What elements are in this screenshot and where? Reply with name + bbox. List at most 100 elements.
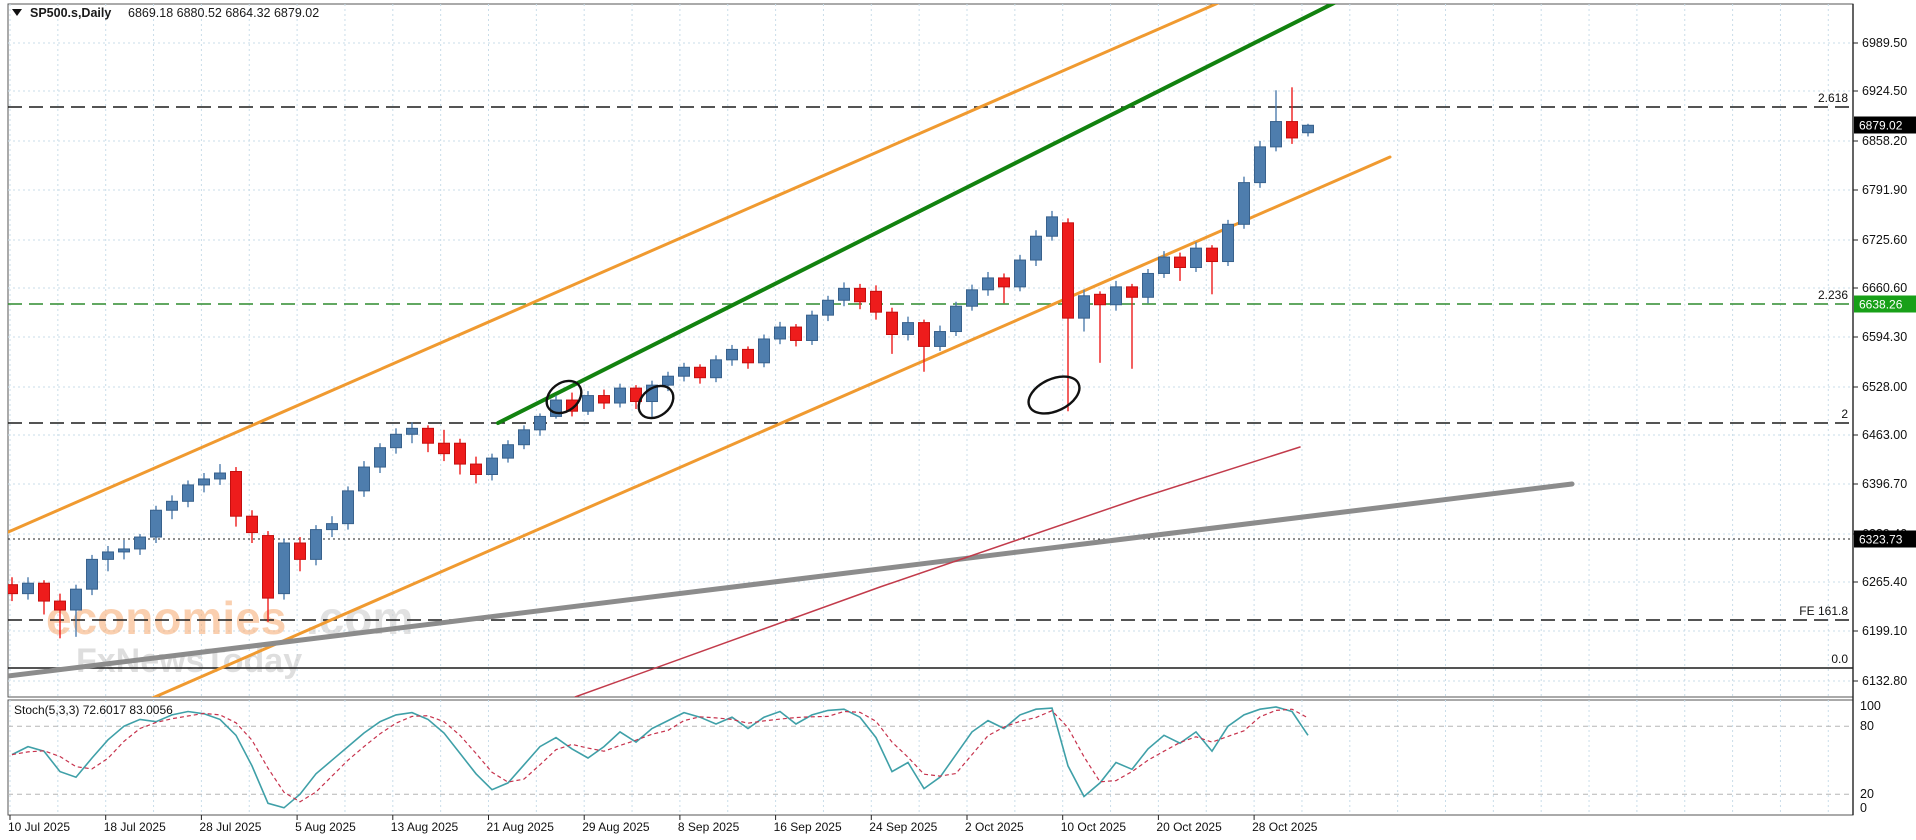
ellipse-annotation[interactable] <box>632 379 679 424</box>
candle-body <box>982 277 994 291</box>
candle-body <box>598 395 610 404</box>
candle-body <box>1270 121 1282 148</box>
candle-body <box>614 387 626 404</box>
candle-body <box>374 447 386 468</box>
candle-body <box>646 384 658 403</box>
candle-body <box>582 395 594 412</box>
date-axis-label: 28 Oct 2025 <box>1252 820 1318 834</box>
date-axis-label: 16 Sep 2025 <box>774 820 842 834</box>
candle-body <box>1110 286 1122 306</box>
price-axis-label: 6396.70 <box>1862 477 1907 491</box>
candle-body <box>294 542 306 560</box>
price-box <box>1854 295 1916 313</box>
red-moving-average[interactable] <box>574 446 1301 697</box>
candle-body <box>886 311 898 336</box>
candle-body <box>1126 286 1138 298</box>
level-label-fib-2: 2 <box>1841 407 1848 421</box>
stochastic-panel[interactable] <box>7 699 1854 816</box>
price-box-label: 6638.26 <box>1859 298 1903 312</box>
candle-body <box>1078 295 1090 319</box>
candle-body <box>182 484 194 502</box>
candle-body <box>1094 293 1106 306</box>
green-trendline[interactable] <box>496 0 1340 425</box>
date-axis-label: 20 Oct 2025 <box>1156 820 1222 834</box>
candle-body <box>1190 247 1202 268</box>
candle-body <box>742 348 754 364</box>
symbol-down-triangle-icon[interactable] <box>12 9 22 16</box>
candle-body <box>310 529 322 560</box>
candle-body <box>918 322 930 347</box>
candle-body <box>1254 146 1266 184</box>
date-axis-label: 28 Jul 2025 <box>199 820 261 834</box>
orange-channel-upper[interactable] <box>0 0 1225 540</box>
candle-body <box>1222 223 1234 263</box>
candle-body <box>38 582 50 602</box>
candle-body <box>470 463 482 475</box>
candle-body <box>950 305 962 333</box>
candle-body <box>550 399 562 417</box>
date-axis-label: 13 Aug 2025 <box>391 820 459 834</box>
candle-body <box>902 322 914 336</box>
candle-body <box>630 387 642 403</box>
ellipse-annotation[interactable] <box>540 374 587 419</box>
stoch-axis-label: 20 <box>1860 787 1874 801</box>
candle-body <box>326 523 338 531</box>
candle-body <box>166 500 178 511</box>
date-axis-label: 24 Sep 2025 <box>869 820 937 834</box>
level-label-fib-2618: 2.618 <box>1818 91 1848 105</box>
stoch-axis-label: 80 <box>1860 719 1874 733</box>
date-axis-label: 21 Aug 2025 <box>487 820 555 834</box>
candle-body <box>1158 256 1170 274</box>
candle-body <box>1206 247 1218 263</box>
price-box-label: 6879.02 <box>1859 119 1903 133</box>
candle-body <box>134 536 146 550</box>
candle-body <box>358 466 370 492</box>
candle-body <box>566 399 578 412</box>
candle-body <box>534 415 546 431</box>
price-axis-label: 6660.60 <box>1862 281 1907 295</box>
price-axis-label: 6528.00 <box>1862 380 1907 394</box>
candle-body <box>806 314 818 341</box>
candle-body <box>726 348 738 361</box>
candle-body <box>1030 235 1042 261</box>
candle-body <box>502 444 514 459</box>
price-axis-label: 6199.10 <box>1862 624 1907 638</box>
candle-body <box>70 588 82 611</box>
price-axis-label: 6132.80 <box>1862 674 1907 688</box>
stoch-axis-label: 0 <box>1860 801 1867 815</box>
price-axis-label: 6858.20 <box>1862 134 1907 148</box>
gray-trendline[interactable] <box>0 481 1575 679</box>
main-chart-panel[interactable] <box>7 3 1854 698</box>
level-label-fib-2236: 2.236 <box>1818 288 1848 302</box>
stochastic-k-line <box>11 706 1309 809</box>
candle-body <box>870 290 882 313</box>
candle-body <box>438 442 450 455</box>
stochastic-d-line <box>11 708 1309 803</box>
chart-title-ohlc: 6869.18 6880.52 6864.32 6879.02 <box>128 6 319 20</box>
price-axis-label: 6725.60 <box>1862 233 1907 247</box>
candle-body <box>694 366 706 379</box>
orange-channel-lower[interactable] <box>148 155 1392 700</box>
candle-body <box>1302 124 1314 134</box>
price-axis-label: 6265.40 <box>1862 575 1907 589</box>
ellipse-annotation[interactable] <box>1023 369 1085 421</box>
candle-body <box>22 582 34 595</box>
candle-body <box>1046 216 1058 237</box>
date-axis-label: 10 Jul 2025 <box>8 820 70 834</box>
candle-body <box>790 326 802 341</box>
candle-body <box>454 442 466 465</box>
stoch-axis-label: 100 <box>1860 699 1881 713</box>
candle-body <box>854 287 866 303</box>
candle-body <box>1286 121 1298 139</box>
candle-body <box>966 289 978 307</box>
candle-body <box>214 472 226 480</box>
candle-body <box>1142 272 1154 298</box>
stochastic-indicator-label: Stoch(5,3,3) 72.6017 83.0056 <box>14 703 173 717</box>
date-axis-label: 2 Oct 2025 <box>965 820 1024 834</box>
candle-body <box>1062 222 1074 319</box>
candle-body <box>662 375 674 386</box>
candle-body <box>998 277 1010 288</box>
candle-body <box>246 515 258 534</box>
